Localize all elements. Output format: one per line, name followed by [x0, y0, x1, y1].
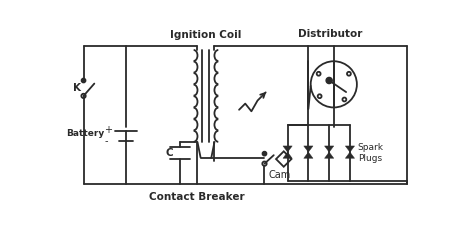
Text: Cam: Cam	[269, 170, 291, 180]
Circle shape	[262, 152, 267, 156]
Text: Contact Breaker: Contact Breaker	[149, 191, 245, 201]
Text: Ignition Coil: Ignition Coil	[170, 30, 242, 40]
Polygon shape	[304, 146, 313, 153]
Text: Battery: Battery	[66, 129, 105, 138]
Polygon shape	[346, 146, 355, 153]
Circle shape	[326, 78, 332, 84]
Text: Spark
Plugs: Spark Plugs	[358, 143, 383, 162]
Text: Distributor: Distributor	[298, 29, 362, 39]
Polygon shape	[325, 153, 334, 158]
Polygon shape	[283, 153, 292, 158]
Text: C: C	[166, 147, 173, 157]
Polygon shape	[304, 153, 313, 158]
Polygon shape	[325, 146, 334, 153]
Circle shape	[82, 79, 86, 83]
Text: -: -	[104, 136, 108, 146]
Text: +: +	[104, 125, 112, 134]
Polygon shape	[283, 146, 292, 153]
Polygon shape	[346, 153, 355, 158]
Text: K: K	[73, 83, 81, 93]
